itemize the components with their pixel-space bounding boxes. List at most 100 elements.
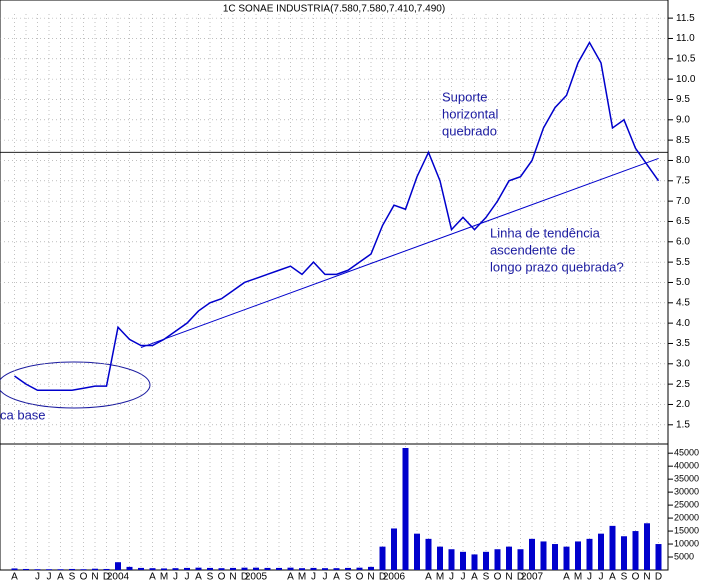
x-tick-label: N bbox=[229, 572, 236, 582]
x-tick-label: 2005 bbox=[245, 572, 268, 582]
y-tick-label: 7.5 bbox=[676, 175, 690, 186]
x-tick-label: A bbox=[149, 572, 156, 582]
volume-bar bbox=[586, 538, 593, 570]
x-tick-label: M bbox=[574, 572, 582, 582]
annotation: longo prazo quebrada? bbox=[490, 259, 624, 274]
y-tick-label: 9.0 bbox=[676, 114, 690, 125]
volume-bar bbox=[207, 567, 213, 570]
volume-bar bbox=[230, 567, 236, 570]
x-tick-label: S bbox=[621, 572, 628, 582]
volume-bar bbox=[644, 523, 650, 570]
volume-bar bbox=[115, 562, 121, 570]
volume-bar bbox=[103, 568, 110, 570]
volume-bar bbox=[632, 531, 639, 570]
x-tick-label: J bbox=[35, 572, 40, 582]
x-tick-label: 2007 bbox=[521, 572, 544, 582]
volume-bar bbox=[80, 569, 87, 570]
y-tick-label: 40000 bbox=[674, 461, 699, 471]
y-tick-label: 11.0 bbox=[676, 33, 695, 44]
volume-bar bbox=[460, 551, 466, 570]
x-tick-label: N bbox=[505, 572, 512, 582]
x-tick-label: D bbox=[655, 572, 662, 582]
x-tick-label: A bbox=[287, 572, 294, 582]
volume-bar bbox=[356, 567, 363, 570]
y-tick-label: 2.5 bbox=[676, 379, 690, 390]
y-tick-label: 5.0 bbox=[676, 277, 690, 288]
x-tick-label: J bbox=[47, 572, 52, 582]
y-tick-label: 3.0 bbox=[676, 358, 690, 369]
volume-bar bbox=[11, 568, 18, 570]
volume-bar bbox=[448, 549, 455, 570]
x-tick-label: A bbox=[57, 572, 64, 582]
y-tick-label: 25000 bbox=[674, 499, 699, 509]
y-tick-label: 6.5 bbox=[676, 216, 690, 227]
x-tick-label: S bbox=[345, 572, 352, 582]
x-tick-label: A bbox=[425, 572, 432, 582]
x-tick-label: O bbox=[632, 572, 640, 582]
volume-bar bbox=[494, 549, 501, 570]
volume-bar bbox=[575, 541, 581, 570]
volume-bar bbox=[34, 569, 41, 570]
x-tick-label: A bbox=[563, 572, 570, 582]
x-tick-label: N bbox=[91, 572, 98, 582]
x-tick-label: A bbox=[195, 572, 202, 582]
volume-bar bbox=[126, 566, 133, 570]
y-tick-label: 7.0 bbox=[676, 196, 690, 207]
price-line bbox=[14, 41, 660, 391]
x-tick-label: M bbox=[436, 572, 444, 582]
x-tick-label: A bbox=[11, 572, 18, 582]
y-tick-label: 30000 bbox=[674, 487, 699, 497]
volume-bar bbox=[23, 568, 29, 570]
volume-bar bbox=[345, 567, 351, 570]
volume-bar bbox=[563, 546, 570, 570]
y-tick-label: 8.0 bbox=[676, 155, 690, 166]
x-tick-label: O bbox=[356, 572, 364, 582]
y-tick-label: 10.0 bbox=[676, 74, 696, 85]
y-tick-label: 1.5 bbox=[676, 419, 690, 430]
x-tick-label: N bbox=[367, 572, 374, 582]
x-tick-label: O bbox=[80, 572, 88, 582]
volume-bar bbox=[655, 544, 662, 570]
volume-bar bbox=[46, 569, 52, 570]
x-tick-label: A bbox=[333, 572, 340, 582]
volume-bar bbox=[149, 568, 156, 570]
y-tick-label: 10.5 bbox=[676, 53, 696, 64]
volume-bar bbox=[218, 568, 225, 570]
annotation: quebrado bbox=[442, 123, 497, 138]
x-tick-label: A bbox=[471, 572, 478, 582]
volume-bar bbox=[92, 568, 98, 570]
x-tick-label: J bbox=[461, 572, 466, 582]
volume-bar bbox=[540, 541, 547, 570]
volume-bar bbox=[322, 568, 328, 570]
annotation: ascendente de bbox=[490, 242, 575, 257]
x-tick-label: J bbox=[599, 572, 604, 582]
y-tick-label: 10000 bbox=[674, 538, 699, 548]
y-tick-label: 4.5 bbox=[676, 297, 690, 308]
volume-bar bbox=[161, 568, 167, 570]
base-ellipse bbox=[0, 361, 151, 409]
volume-bar bbox=[310, 567, 317, 570]
y-tick-label: 2.0 bbox=[676, 399, 690, 410]
y-tick-label: 11.5 bbox=[676, 13, 695, 24]
volume-bar bbox=[552, 544, 558, 570]
y-tick-label: 8.5 bbox=[676, 135, 690, 146]
x-tick-label: 2006 bbox=[383, 572, 406, 582]
x-tick-label: D bbox=[379, 572, 386, 582]
x-tick-label: J bbox=[449, 572, 454, 582]
x-tick-label: S bbox=[207, 572, 214, 582]
volume-bar bbox=[506, 546, 512, 570]
y-tick-label: 3.5 bbox=[676, 338, 690, 349]
x-tick-label: O bbox=[494, 572, 502, 582]
annotation: ca base bbox=[0, 407, 46, 422]
annotation: Linha de tendência bbox=[490, 225, 601, 240]
volume-bar bbox=[195, 567, 202, 570]
x-tick-label: D bbox=[241, 572, 248, 582]
x-tick-label: S bbox=[483, 572, 490, 582]
volume-bar bbox=[529, 538, 535, 570]
volume-bar bbox=[299, 568, 305, 570]
volume-bar bbox=[138, 567, 144, 570]
volume-bar bbox=[287, 567, 294, 570]
annotation: Suporte bbox=[442, 89, 488, 104]
